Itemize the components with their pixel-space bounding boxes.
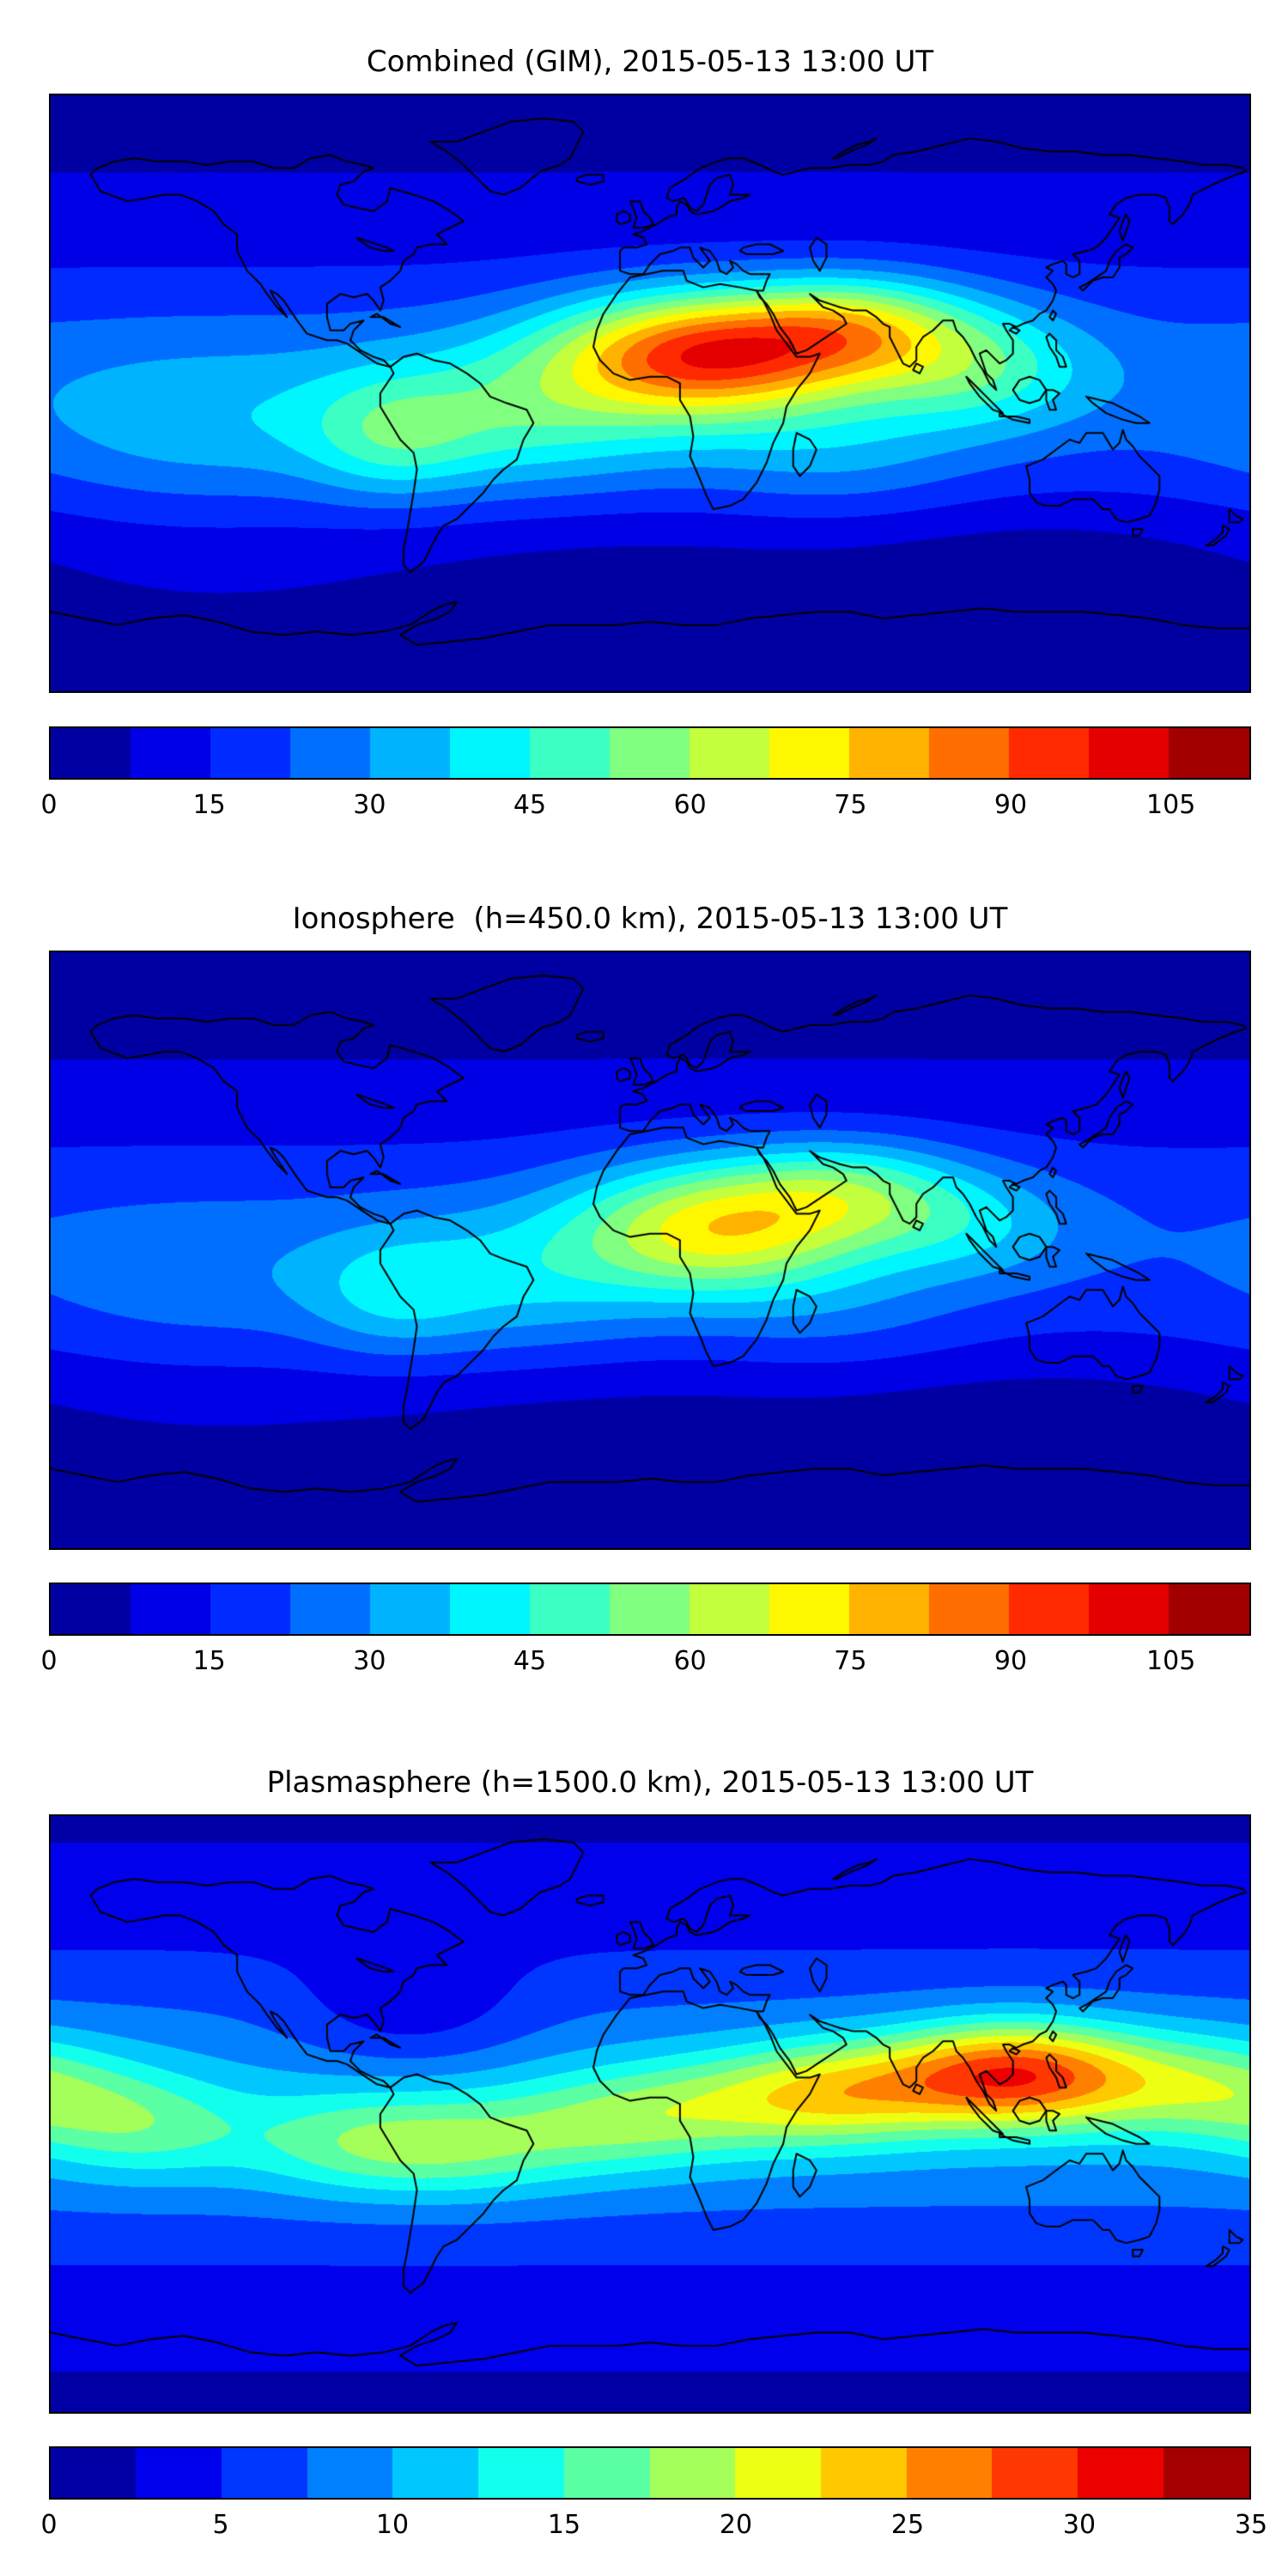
colorbar-gradient bbox=[51, 1584, 1249, 1634]
panel-title-combined: Combined (GIM), 2015-05-13 13:00 UT bbox=[366, 45, 934, 79]
colorbar-tick-label: 45 bbox=[513, 1646, 547, 1676]
colorbar-tick-label: 30 bbox=[1062, 2510, 1097, 2540]
colorbar-tick-row: 0 15 30 45 60 75 90 105 bbox=[40, 1646, 1251, 1680]
world-map-canvas bbox=[51, 1816, 1249, 2412]
colorbar-tick-label: 105 bbox=[1146, 790, 1196, 820]
colorbar-tick-label: 75 bbox=[834, 790, 867, 820]
colorbar-tick-label: 105 bbox=[1146, 1646, 1196, 1676]
colorbar-tick-row: 0 5 10 15 20 25 30 35 bbox=[40, 2510, 1267, 2544]
colorbar-tick-label: 90 bbox=[993, 790, 1028, 820]
colorbar-tick-label: 15 bbox=[192, 1646, 226, 1676]
world-map-plasmasphere bbox=[49, 1814, 1251, 2414]
colorbar-tick-label: 45 bbox=[513, 790, 547, 820]
colorbar-tick-label: 30 bbox=[353, 1646, 386, 1676]
colorbar-tick-label: 15 bbox=[547, 2510, 581, 2540]
colorbar-combined bbox=[49, 726, 1251, 780]
world-map-canvas bbox=[51, 952, 1249, 1548]
panel-title-plasmasphere: Plasmasphere (h=1500.0 km), 2015-05-13 1… bbox=[266, 1765, 1034, 1800]
colorbar-gradient bbox=[51, 728, 1249, 778]
colorbar-tick-label: 60 bbox=[673, 1646, 707, 1676]
colorbar-tick-label: 10 bbox=[375, 2510, 410, 2540]
colorbar-tick-label: 15 bbox=[192, 790, 226, 820]
colorbar-ionosphere bbox=[49, 1583, 1251, 1636]
colorbar-plasmasphere bbox=[49, 2446, 1251, 2500]
colorbar-tick-label: 25 bbox=[890, 2510, 925, 2540]
colorbar-tick-label: 0 bbox=[40, 1646, 58, 1676]
colorbar-tick-label: 35 bbox=[1234, 2510, 1268, 2540]
world-map-canvas bbox=[51, 95, 1249, 691]
colorbar-tick-label: 30 bbox=[353, 790, 386, 820]
colorbar-tick-row: 0 15 30 45 60 75 90 105 bbox=[40, 790, 1251, 824]
colorbar-tick-label: 0 bbox=[40, 2510, 58, 2540]
colorbar-tick-label: 90 bbox=[993, 1646, 1028, 1676]
colorbar-tick-label: 60 bbox=[673, 790, 707, 820]
colorbar-tick-label: 5 bbox=[212, 2510, 229, 2540]
colorbar-tick-label: 75 bbox=[834, 1646, 867, 1676]
panel-title-ionosphere: Ionosphere (h=450.0 km), 2015-05-13 13:0… bbox=[292, 902, 1008, 936]
colorbar-tick-label: 0 bbox=[40, 790, 58, 820]
world-map-combined bbox=[49, 94, 1251, 693]
world-map-ionosphere bbox=[49, 951, 1251, 1550]
colorbar-tick-label: 20 bbox=[719, 2510, 753, 2540]
colorbar-gradient bbox=[51, 2448, 1249, 2498]
